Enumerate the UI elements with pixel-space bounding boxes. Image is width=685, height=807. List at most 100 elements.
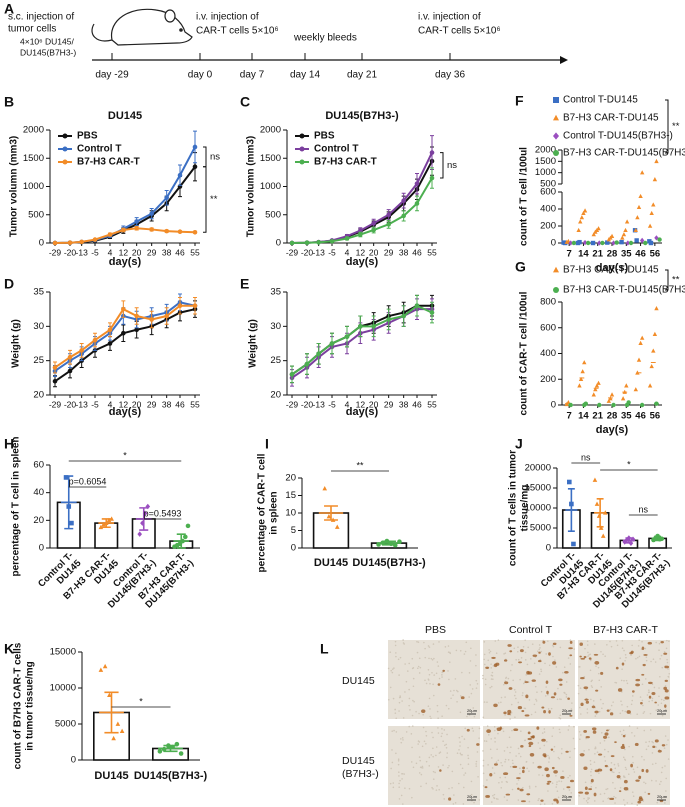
tissue-texture bbox=[658, 783, 661, 786]
tissue-texture bbox=[472, 730, 475, 732]
tissue-texture bbox=[499, 776, 501, 779]
tissue-texture bbox=[475, 763, 477, 765]
x-tick-label: 12 bbox=[356, 247, 366, 257]
x-tick-label: 4 bbox=[108, 399, 113, 409]
tissue-texture bbox=[387, 667, 390, 670]
error-bar bbox=[596, 498, 604, 528]
tissue-texture bbox=[494, 640, 497, 642]
tissue-texture bbox=[517, 701, 520, 704]
tissue-texture bbox=[487, 659, 490, 662]
stained-cell bbox=[660, 640, 664, 644]
tissue-texture bbox=[621, 703, 623, 706]
data-point bbox=[79, 348, 84, 353]
data-point bbox=[603, 510, 608, 515]
tissue-texture bbox=[462, 803, 465, 805]
data-point bbox=[185, 523, 191, 529]
tissue-texture bbox=[470, 780, 473, 783]
tissue-texture bbox=[535, 700, 538, 702]
stained-cell bbox=[580, 677, 585, 680]
tissue-texture bbox=[510, 746, 512, 748]
data-point bbox=[634, 238, 639, 243]
tissue-texture bbox=[514, 691, 517, 693]
tissue-texture bbox=[424, 647, 426, 650]
tissue-texture bbox=[511, 759, 514, 762]
stained-cell bbox=[559, 683, 563, 686]
tissue-texture bbox=[483, 663, 486, 666]
tissue-texture bbox=[614, 796, 617, 799]
tissue-texture bbox=[455, 689, 458, 692]
y-tick-label: 0 bbox=[39, 543, 44, 554]
timeline-note: tumor cells bbox=[8, 24, 56, 35]
tissue-texture bbox=[490, 674, 493, 677]
tissue-texture bbox=[636, 766, 639, 769]
y-tick-label: 0 bbox=[71, 755, 76, 766]
series-line bbox=[54, 301, 196, 372]
column-header: B7-H3 CAR-T bbox=[593, 624, 658, 636]
tissue-texture bbox=[620, 679, 623, 682]
stained-cell bbox=[529, 752, 535, 757]
tissue-texture bbox=[438, 788, 440, 791]
tissue-texture bbox=[547, 790, 549, 792]
tissue-texture bbox=[397, 763, 400, 766]
tissue-texture bbox=[559, 646, 562, 649]
data-point bbox=[630, 536, 636, 542]
tissue-texture bbox=[540, 690, 543, 693]
stained-cell bbox=[542, 640, 546, 644]
stained-cell bbox=[503, 711, 507, 715]
tissue-texture bbox=[630, 703, 633, 706]
tissue-texture bbox=[500, 696, 503, 699]
tissue-texture bbox=[445, 743, 447, 746]
tissue-texture bbox=[562, 795, 564, 797]
tissue-texture bbox=[543, 731, 546, 733]
legend-label: Control T-DU145(B7H3-) bbox=[563, 131, 673, 142]
tissue-texture bbox=[645, 748, 648, 751]
tissue-texture bbox=[475, 679, 478, 682]
tissue-texture bbox=[547, 640, 549, 642]
tissue-texture bbox=[519, 767, 521, 770]
stained-cell bbox=[541, 706, 545, 709]
panel-label: H bbox=[4, 436, 14, 452]
tissue-texture bbox=[504, 714, 506, 716]
data-point bbox=[371, 227, 376, 233]
tissue-texture bbox=[534, 711, 537, 713]
tissue-texture bbox=[425, 782, 428, 785]
data-point bbox=[609, 233, 615, 238]
tissue-texture bbox=[665, 790, 667, 792]
tissue-texture bbox=[655, 780, 657, 782]
tissue-texture bbox=[523, 739, 526, 742]
tissue-texture bbox=[425, 734, 428, 737]
tissue-texture bbox=[661, 666, 664, 669]
tissue-texture bbox=[411, 657, 414, 660]
tissue-texture bbox=[475, 687, 478, 689]
tissue-texture bbox=[665, 777, 667, 780]
stained-cell bbox=[476, 743, 480, 746]
data-point bbox=[590, 240, 596, 246]
x-tick-label: 29 bbox=[147, 247, 157, 257]
data-point bbox=[386, 212, 391, 218]
legend-label: PBS bbox=[314, 131, 335, 142]
tissue-texture bbox=[425, 760, 428, 763]
stained-cell bbox=[507, 712, 511, 716]
stained-cell bbox=[553, 692, 557, 696]
tissue-texture bbox=[401, 778, 403, 780]
tissue-texture bbox=[654, 762, 657, 765]
tissue-texture bbox=[579, 738, 581, 741]
chart-title: DU145(B7H3-) bbox=[325, 110, 399, 122]
tissue-texture bbox=[434, 771, 436, 774]
tissue-texture bbox=[519, 678, 521, 681]
tissue-texture bbox=[507, 677, 510, 680]
tissue-texture bbox=[415, 762, 418, 765]
data-point bbox=[620, 396, 626, 401]
y-tick-label: 10 bbox=[285, 508, 296, 519]
tissue-texture bbox=[516, 783, 518, 785]
stained-cell bbox=[663, 652, 668, 655]
tissue-texture bbox=[552, 655, 554, 658]
data-point bbox=[170, 744, 175, 750]
tissue-texture bbox=[631, 791, 634, 793]
tissue-texture bbox=[412, 766, 415, 769]
tissue-texture bbox=[569, 774, 571, 777]
tissue-texture bbox=[625, 656, 627, 659]
data-point bbox=[334, 524, 340, 529]
tissue-texture bbox=[399, 695, 401, 697]
tissue-texture bbox=[651, 697, 654, 700]
